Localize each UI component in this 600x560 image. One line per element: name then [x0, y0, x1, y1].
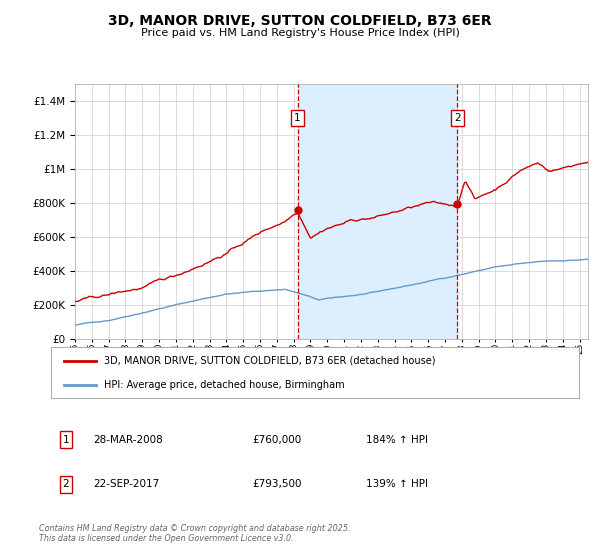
Text: 139% ↑ HPI: 139% ↑ HPI	[366, 479, 428, 489]
Text: 22-SEP-2017: 22-SEP-2017	[93, 479, 159, 489]
Text: 3D, MANOR DRIVE, SUTTON COLDFIELD, B73 6ER (detached house): 3D, MANOR DRIVE, SUTTON COLDFIELD, B73 6…	[104, 356, 436, 366]
Text: £760,000: £760,000	[252, 435, 301, 445]
Text: £793,500: £793,500	[252, 479, 302, 489]
Text: Price paid vs. HM Land Registry's House Price Index (HPI): Price paid vs. HM Land Registry's House …	[140, 28, 460, 38]
Text: Contains HM Land Registry data © Crown copyright and database right 2025.
This d: Contains HM Land Registry data © Crown c…	[39, 524, 350, 543]
Bar	[298, 84, 457, 339]
Text: 1: 1	[294, 113, 301, 123]
Text: 2: 2	[454, 113, 461, 123]
Text: 3D, MANOR DRIVE, SUTTON COLDFIELD, B73 6ER: 3D, MANOR DRIVE, SUTTON COLDFIELD, B73 6…	[108, 14, 492, 28]
Text: HPI: Average price, detached house, Birmingham: HPI: Average price, detached house, Birm…	[104, 380, 344, 390]
Text: 2: 2	[62, 479, 70, 489]
Text: 184% ↑ HPI: 184% ↑ HPI	[366, 435, 428, 445]
Text: 28-MAR-2008: 28-MAR-2008	[93, 435, 163, 445]
Text: 1: 1	[62, 435, 70, 445]
